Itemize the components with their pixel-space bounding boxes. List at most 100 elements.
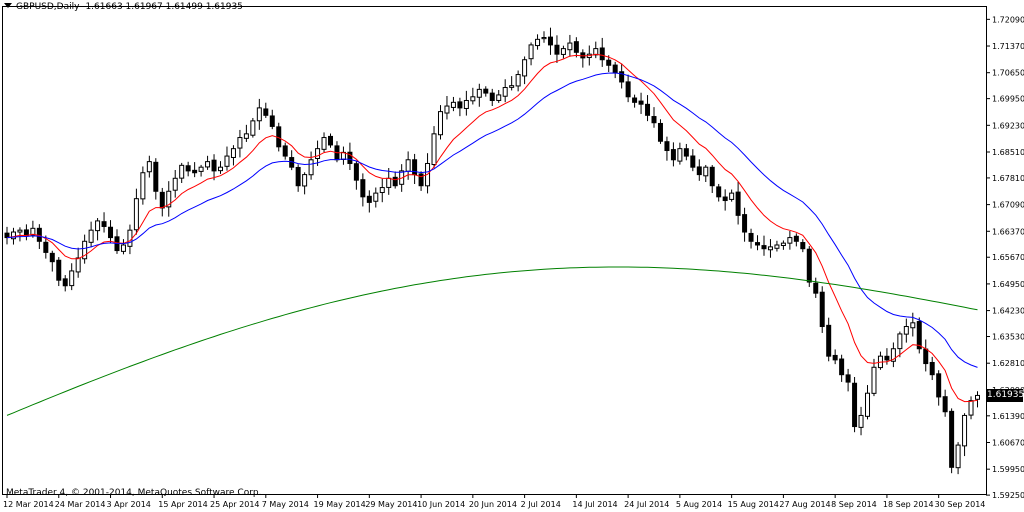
bear-candle <box>418 173 424 187</box>
bear-candle <box>392 176 398 187</box>
bear-candle <box>606 59 612 66</box>
bull-candle <box>179 164 185 179</box>
bear-candle <box>826 324 832 357</box>
y-tick-label: 1.71370 <box>992 42 1024 51</box>
bear-candle <box>657 122 663 142</box>
bull-candle <box>463 99 469 109</box>
bear-candle <box>49 252 55 263</box>
x-tick-label: 15 Aug 2014 <box>728 500 779 509</box>
bear-candle <box>457 101 463 109</box>
bull-candle <box>256 107 262 122</box>
x-tick-label: 5 Aug 2014 <box>676 500 722 509</box>
bull-candle <box>140 172 146 200</box>
x-tick-label: 2 Jul 2014 <box>521 500 561 509</box>
bull-candle <box>146 161 152 173</box>
bull-candle <box>858 414 864 428</box>
bear-candle <box>936 373 942 398</box>
x-tick-label: 24 Jul 2014 <box>624 500 669 509</box>
y-tick-label: 1.68510 <box>992 148 1024 157</box>
bear-candle <box>806 248 812 283</box>
x-tick-label: 8 Sep 2014 <box>831 500 877 509</box>
bull-candle <box>897 333 903 350</box>
bear-candle <box>942 396 948 413</box>
bear-candle <box>884 355 890 361</box>
bear-candle <box>269 115 275 127</box>
bull-candle <box>379 187 385 194</box>
bear-candle <box>839 358 845 376</box>
bear-candle <box>735 191 741 216</box>
y-tick-label: 1.65670 <box>992 253 1024 262</box>
bull-candle <box>308 159 314 176</box>
bear-candle <box>761 245 767 250</box>
x-tick-label: 12 Mar 2014 <box>3 500 54 509</box>
bear-candle <box>263 108 269 116</box>
bull-candle <box>567 42 573 51</box>
bear-candle <box>716 186 722 198</box>
bear-candle <box>800 242 806 250</box>
bear-candle <box>547 36 553 46</box>
y-tick-label: 1.66370 <box>992 227 1024 236</box>
bull-candle <box>528 44 534 60</box>
bear-candle <box>159 191 165 209</box>
bull-candle <box>444 105 450 114</box>
bull-candle <box>69 270 75 287</box>
bear-candle <box>108 226 114 239</box>
bear-candle <box>295 166 301 187</box>
x-tick-label: 19 May 2014 <box>314 500 366 509</box>
bear-candle <box>929 361 935 376</box>
ma-red-line <box>6 53 978 403</box>
bear-candle <box>832 354 838 361</box>
bear-candle <box>742 214 748 233</box>
ma-green-line <box>6 266 978 416</box>
bull-candle <box>767 246 773 251</box>
x-tick-label: 30 Sep 2014 <box>935 500 986 509</box>
bear-candle <box>819 291 825 328</box>
bear-candle <box>328 135 333 146</box>
bull-candle <box>729 192 735 200</box>
bull-candle <box>437 111 443 136</box>
bull-candle <box>522 59 528 77</box>
x-tick-label: 29 May 2014 <box>365 500 417 509</box>
y-tick-label: 1.72090 <box>992 15 1024 24</box>
bull-candle <box>509 85 515 88</box>
bull-candle <box>871 366 877 394</box>
plot-frame <box>2 6 987 495</box>
bull-candle <box>386 177 392 188</box>
x-tick-label: 7 May 2014 <box>262 500 309 509</box>
x-tick-label: 14 Jul 2014 <box>572 500 617 509</box>
dropdown-triangle-icon[interactable] <box>4 3 12 8</box>
x-tick-label: 15 Apr 2014 <box>158 500 207 509</box>
bull-candle <box>470 96 476 102</box>
y-tick-label: 1.67090 <box>992 201 1024 210</box>
bear-candle <box>651 116 657 124</box>
bear-candle <box>923 348 929 365</box>
bull-candle <box>120 244 126 252</box>
bear-candle <box>573 41 579 53</box>
bear-candle <box>599 47 605 61</box>
bull-candle <box>968 400 974 416</box>
bear-candle <box>670 149 676 161</box>
y-tick-label: 1.67810 <box>992 174 1024 183</box>
bull-candle <box>373 192 379 202</box>
bear-candle <box>360 179 366 198</box>
bull-candle <box>321 137 327 150</box>
bull-candle <box>780 242 786 247</box>
bull-candle <box>535 38 541 47</box>
bear-candle <box>366 195 372 203</box>
bull-candle <box>405 159 411 172</box>
y-tick-label: 1.64950 <box>992 280 1024 289</box>
bear-candle <box>709 166 715 187</box>
ohlc-values: 1.61663 1.61967 1.61499 1.61935 <box>85 2 243 12</box>
y-tick-label: 1.64230 <box>992 307 1024 316</box>
y-tick-label: 1.62810 <box>992 359 1024 368</box>
bear-candle <box>412 159 418 176</box>
bear-candle <box>282 145 288 157</box>
bear-candle <box>664 141 670 152</box>
bear-candle <box>793 235 799 242</box>
bull-candle <box>88 229 94 243</box>
chart-header: GBPUSD,Daily 1.61663 1.61967 1.61499 1.61… <box>4 2 243 12</box>
x-tick-label: 3 Apr 2014 <box>107 500 151 509</box>
x-tick-label: 10 Jun 2014 <box>417 500 465 509</box>
